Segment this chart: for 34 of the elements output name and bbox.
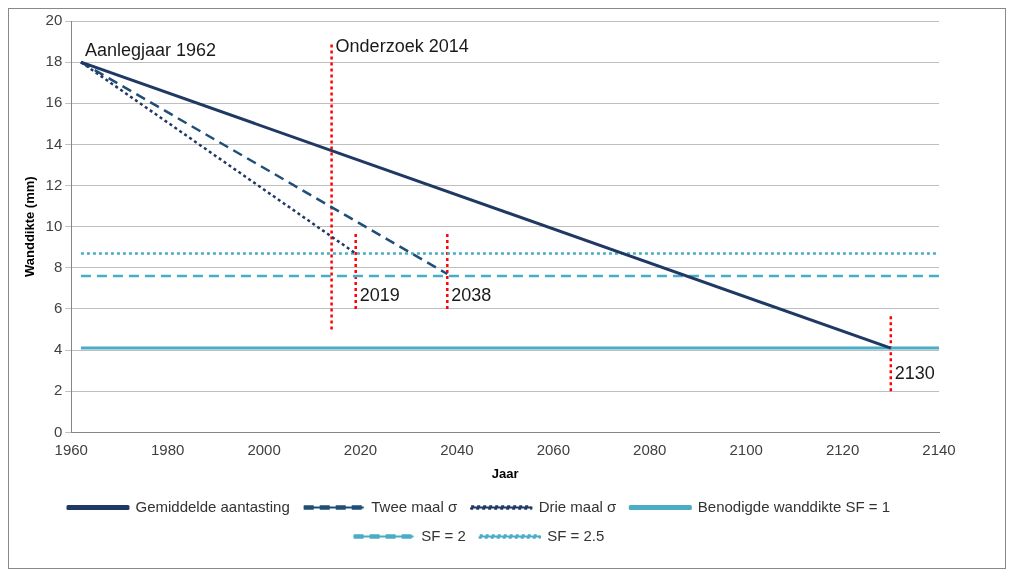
x-tick-label: 2140 bbox=[922, 440, 956, 458]
y-tick-label: 6 bbox=[53, 299, 63, 317]
x-tick-label: 2060 bbox=[536, 440, 571, 458]
x-tick-label: 1980 bbox=[151, 440, 185, 458]
y-tick-label: 20 bbox=[45, 11, 63, 29]
legend-label: Twee maal σ bbox=[371, 497, 458, 515]
annotation: Onderzoek 2014 bbox=[335, 35, 469, 56]
y-tick-label: 10 bbox=[45, 216, 63, 234]
y-tick-label: 4 bbox=[53, 340, 63, 358]
annotation: 2019 bbox=[359, 284, 400, 305]
x-tick-label: 2120 bbox=[825, 440, 860, 458]
annotation: 2130 bbox=[894, 363, 935, 384]
annotation: 2038 bbox=[451, 284, 492, 305]
legend-label: Gemiddelde aantasting bbox=[135, 497, 290, 515]
y-tick-label: 14 bbox=[45, 134, 63, 152]
legend-label: SF = 2.5 bbox=[547, 526, 605, 544]
y-tick-label: 0 bbox=[53, 422, 63, 440]
x-tick-label: 2000 bbox=[247, 440, 281, 458]
x-tick-label: 2040 bbox=[440, 440, 474, 458]
y-axis-title: Wanddikte (mm) bbox=[22, 176, 38, 278]
x-tick-label: 2080 bbox=[633, 440, 667, 458]
y-tick-label: 12 bbox=[45, 175, 63, 193]
x-tick-label: 2100 bbox=[729, 440, 763, 458]
x-axis-title: Jaar bbox=[491, 465, 519, 481]
annotation: Aanlegjaar 1962 bbox=[84, 40, 217, 61]
legend-label: Benodigde wanddikte SF = 1 bbox=[697, 497, 891, 515]
y-tick-label: 18 bbox=[45, 52, 63, 70]
legend-label: SF = 2 bbox=[421, 526, 466, 544]
y-tick-label: 2 bbox=[53, 381, 63, 399]
y-tick-label: 8 bbox=[53, 257, 63, 275]
legend-label: Drie maal σ bbox=[538, 497, 618, 515]
x-tick-label: 2020 bbox=[343, 440, 378, 458]
x-tick-label: 1960 bbox=[54, 440, 88, 458]
y-tick-label: 16 bbox=[45, 93, 63, 111]
